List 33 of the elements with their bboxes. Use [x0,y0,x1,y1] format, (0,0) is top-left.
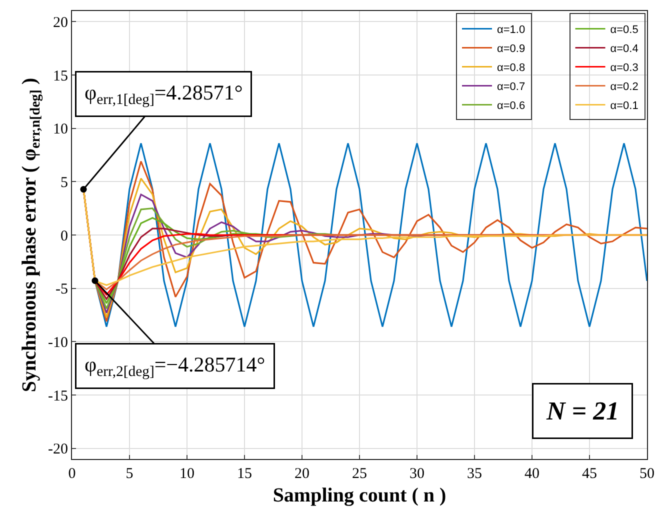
y-tick-label: 5 [60,174,68,191]
x-axis-title: Sampling count ( n ) [272,484,446,506]
annotation: φ$_{err,2[deg]}$=−4.285714° [84,352,266,380]
legend-label: α=0.4 [610,43,638,56]
y-tick-label: -20 [48,442,68,458]
x-tick-label: 20 [294,466,310,482]
legend-label: α=0.7 [497,81,526,94]
annotation: φ$_{err,1[deg]}$=4.28571° [84,80,243,108]
y-tick-label: 20 [53,14,68,31]
x-tick-label: 40 [524,466,540,482]
x-tick-label: 35 [467,466,482,482]
x-tick-label: 5 [126,466,134,482]
legend-label: α=0.9 [497,43,526,56]
legend-label: α=0.2 [610,81,638,94]
x-tick-label: 45 [582,466,597,482]
annotation: N = 21 [546,396,620,426]
y-tick-label: 10 [53,122,68,138]
legend-label: α=1.0 [497,24,526,36]
x-tick-label: 50 [640,466,654,482]
x-tick-label: 25 [352,466,367,482]
y-tick-label: -15 [48,388,68,404]
legend-label: α=0.1 [610,100,638,112]
legend-label: α=0.8 [497,62,526,74]
y-tick-label: 0 [60,228,68,244]
legend-label: α=0.6 [497,100,526,112]
legend-label: α=0.3 [610,62,638,74]
y-tick-label: -5 [56,282,68,298]
y-tick-label: 15 [53,68,68,84]
x-tick-label: 30 [410,466,424,482]
legend-label: α=0.5 [610,24,638,36]
y-tick-label: -10 [48,334,68,351]
x-tick-label: 15 [237,466,252,482]
x-tick-label: 10 [180,466,194,482]
